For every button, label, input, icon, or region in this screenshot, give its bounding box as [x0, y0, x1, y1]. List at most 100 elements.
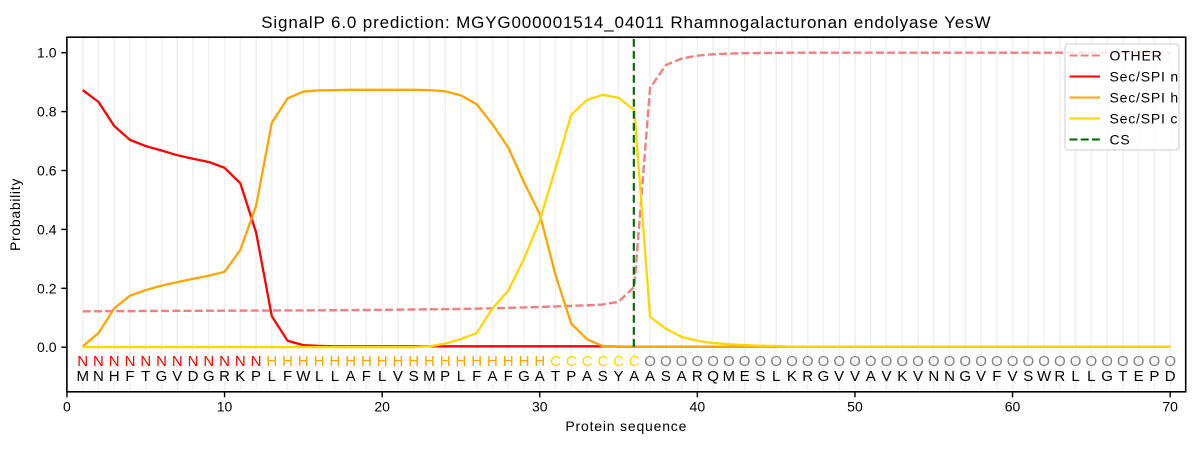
svg-text:D: D — [188, 368, 199, 385]
svg-text:O: O — [676, 353, 688, 370]
svg-text:0.4: 0.4 — [37, 221, 57, 237]
svg-text:E: E — [740, 368, 750, 385]
svg-text:O: O — [1101, 353, 1113, 370]
svg-text:SignalP 6.0 prediction: MGYG00: SignalP 6.0 prediction: MGYG000001514_04… — [261, 13, 991, 32]
svg-text:S: S — [409, 368, 419, 385]
svg-text:F: F — [472, 368, 481, 385]
svg-text:E: E — [1134, 368, 1144, 385]
svg-text:A: A — [866, 368, 876, 385]
svg-text:C: C — [613, 353, 624, 370]
svg-text:V: V — [913, 368, 923, 385]
svg-text:O: O — [1133, 353, 1145, 370]
svg-text:A: A — [346, 368, 356, 385]
svg-text:0: 0 — [63, 399, 71, 415]
svg-text:P: P — [251, 368, 261, 385]
svg-text:H: H — [456, 353, 467, 370]
svg-text:10: 10 — [217, 399, 233, 415]
svg-text:V: V — [850, 368, 860, 385]
svg-text:A: A — [582, 368, 592, 385]
svg-text:H: H — [440, 353, 451, 370]
svg-text:L: L — [772, 368, 780, 385]
svg-text:A: A — [535, 368, 545, 385]
svg-text:N: N — [203, 353, 214, 370]
svg-text:O: O — [1117, 353, 1129, 370]
svg-text:H: H — [392, 353, 403, 370]
svg-text:R: R — [1054, 368, 1065, 385]
svg-text:N: N — [109, 353, 120, 370]
svg-text:G: G — [1101, 368, 1113, 385]
svg-text:L: L — [378, 368, 386, 385]
svg-text:R: R — [692, 368, 703, 385]
svg-text:H: H — [361, 353, 372, 370]
svg-text:O: O — [1070, 353, 1082, 370]
svg-text:V: V — [172, 368, 182, 385]
svg-text:O: O — [1164, 353, 1176, 370]
svg-text:D: D — [1165, 368, 1176, 385]
svg-text:F: F — [125, 368, 134, 385]
svg-text:O: O — [644, 353, 656, 370]
svg-text:C: C — [629, 353, 640, 370]
svg-text:N: N — [188, 353, 199, 370]
svg-text:P: P — [566, 368, 576, 385]
svg-text:H: H — [345, 353, 356, 370]
svg-text:O: O — [660, 353, 672, 370]
svg-text:H: H — [424, 353, 435, 370]
svg-text:F: F — [283, 368, 292, 385]
svg-text:N: N — [156, 353, 167, 370]
svg-text:H: H — [519, 353, 530, 370]
svg-text:V: V — [976, 368, 986, 385]
svg-text:O: O — [959, 353, 971, 370]
svg-text:T: T — [551, 368, 560, 385]
svg-text:A: A — [677, 368, 687, 385]
svg-text:H: H — [377, 353, 388, 370]
svg-text:M: M — [76, 368, 89, 385]
svg-text:1.0: 1.0 — [37, 45, 57, 61]
svg-text:CS: CS — [1110, 132, 1131, 148]
svg-text:V: V — [881, 368, 891, 385]
svg-text:A: A — [487, 368, 497, 385]
svg-text:O: O — [1054, 353, 1066, 370]
svg-text:O: O — [1038, 353, 1050, 370]
svg-text:O: O — [833, 353, 845, 370]
svg-text:30: 30 — [532, 399, 548, 415]
svg-text:N: N — [93, 353, 104, 370]
svg-text:O: O — [802, 353, 814, 370]
svg-text:H: H — [329, 353, 340, 370]
svg-text:H: H — [471, 353, 482, 370]
svg-text:N: N — [140, 353, 151, 370]
svg-text:Probability: Probability — [7, 178, 23, 251]
svg-text:N: N — [77, 353, 88, 370]
svg-text:O: O — [723, 353, 735, 370]
svg-text:T: T — [141, 368, 150, 385]
svg-text:O: O — [739, 353, 751, 370]
svg-text:P: P — [440, 368, 450, 385]
svg-text:H: H — [282, 353, 293, 370]
svg-text:L: L — [1071, 368, 1079, 385]
svg-text:H: H — [266, 353, 277, 370]
svg-text:O: O — [755, 353, 767, 370]
svg-text:O: O — [928, 353, 940, 370]
svg-text:G: G — [203, 368, 215, 385]
svg-text:H: H — [503, 353, 514, 370]
svg-text:P: P — [1149, 368, 1159, 385]
svg-text:O: O — [865, 353, 877, 370]
svg-text:0.6: 0.6 — [37, 163, 57, 179]
svg-text:O: O — [896, 353, 908, 370]
svg-text:N: N — [928, 368, 939, 385]
svg-text:A: A — [629, 368, 639, 385]
svg-text:O: O — [1022, 353, 1034, 370]
svg-text:Sec/SPI c: Sec/SPI c — [1110, 111, 1179, 127]
svg-text:A: A — [645, 368, 655, 385]
svg-text:H: H — [408, 353, 419, 370]
svg-text:O: O — [770, 353, 782, 370]
svg-text:V: V — [393, 368, 403, 385]
svg-text:70: 70 — [1162, 399, 1178, 415]
svg-text:K: K — [235, 368, 245, 385]
svg-text:N: N — [172, 353, 183, 370]
svg-text:0.2: 0.2 — [37, 280, 57, 296]
svg-text:O: O — [1149, 353, 1161, 370]
svg-text:K: K — [897, 368, 907, 385]
svg-text:G: G — [156, 368, 168, 385]
svg-text:W: W — [296, 368, 311, 385]
svg-text:F: F — [504, 368, 513, 385]
